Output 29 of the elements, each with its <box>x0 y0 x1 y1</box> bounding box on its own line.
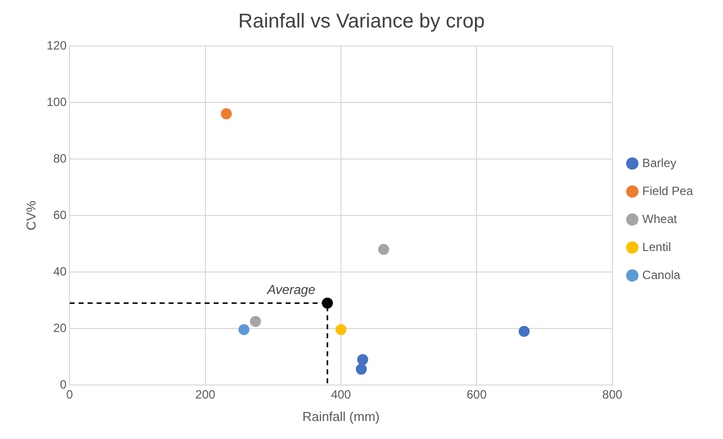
legend-label: Barley <box>642 156 676 170</box>
legend-label: Canola <box>642 268 681 282</box>
y-tick-label: 60 <box>53 208 67 222</box>
legend-label: Wheat <box>642 212 678 226</box>
x-tick-label: 600 <box>466 388 487 402</box>
x-tick-label: 400 <box>330 388 352 402</box>
legend-label: Field Pea <box>642 184 694 198</box>
y-tick-label: 120 <box>46 38 67 52</box>
point <box>220 108 232 120</box>
y-axis-title: CV% <box>23 200 38 230</box>
y-tick-label: 40 <box>53 264 67 278</box>
point <box>335 324 346 336</box>
y-tick-label: 80 <box>53 151 67 166</box>
annotation: Average <box>266 282 316 298</box>
point <box>356 364 367 375</box>
chart-title: Rainfall vs Variance by crop <box>238 10 485 33</box>
y-tick-label: 20 <box>53 320 67 335</box>
point <box>378 244 390 255</box>
x-tick-label: 800 <box>602 388 623 402</box>
point <box>357 354 368 366</box>
legend-label: Lentil <box>642 240 671 254</box>
x-tick-label: 200 <box>195 388 216 402</box>
x-axis-title: Rainfall (mm) <box>302 408 380 424</box>
point <box>518 326 530 337</box>
point <box>322 298 333 309</box>
point <box>238 324 250 336</box>
y-tick-label: 100 <box>46 94 67 109</box>
point <box>250 316 261 327</box>
y-tick-label: 0 <box>60 377 67 392</box>
